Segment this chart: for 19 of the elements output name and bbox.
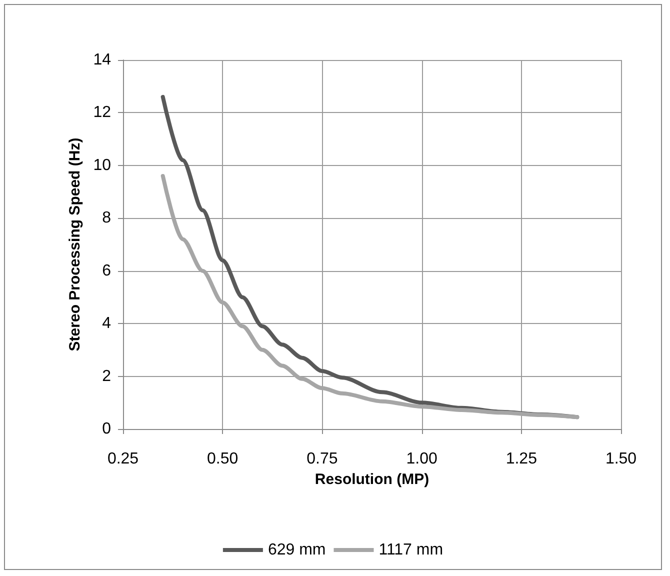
- x-axis-title: Resolution (MP): [314, 470, 430, 488]
- y-tick-label: 12: [93, 104, 112, 122]
- x-tick-label: 0.50: [207, 450, 238, 468]
- x-tick-label: 1.25: [506, 450, 538, 468]
- y-tick-label: 2: [102, 368, 112, 385]
- legend-label: 1117 mm: [378, 542, 444, 558]
- y-tick-label: 4: [102, 315, 112, 332]
- x-tick-label: 1.00: [406, 450, 438, 468]
- y-tick-label: 6: [102, 262, 112, 280]
- y-tick-label: 8: [102, 210, 112, 227]
- x-tick-label: 0.25: [107, 450, 139, 468]
- line-series: [160, 174, 580, 420]
- x-tick-label: 0.75: [306, 450, 338, 468]
- legend-label: 629 mm: [268, 542, 326, 558]
- y-axis-title: Stereo Processing Speed (Hz): [66, 138, 84, 352]
- y-tick-label: 10: [93, 156, 112, 174]
- x-tick-label: 1.50: [605, 450, 637, 468]
- y-tick-label: 0: [102, 420, 112, 438]
- y-tick-label: 14: [93, 52, 112, 68]
